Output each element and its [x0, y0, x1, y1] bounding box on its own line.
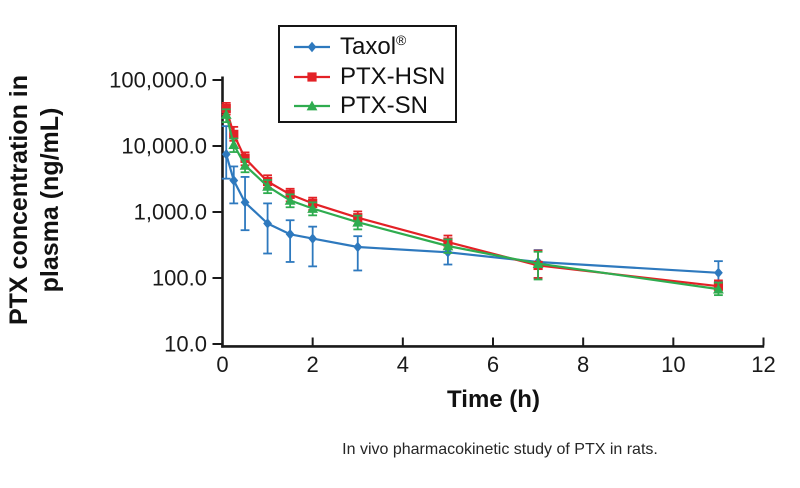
y-tick-label: 100.0	[152, 266, 207, 291]
registered-mark: ®	[396, 32, 407, 49]
marker-triangle	[306, 100, 318, 111]
plot-area: 100,000.0 10,000.0 1,000.0 100.0 10.0 0 2 4 6 8 10…	[109, 68, 776, 378]
x-tick-label: 10	[661, 352, 685, 377]
x-tick-label: 0	[216, 352, 228, 377]
marker-triangle	[442, 240, 454, 251]
marker-triangle	[228, 139, 240, 150]
y-tick-label: 10.0	[164, 332, 207, 357]
series-diamond	[221, 125, 723, 283]
marker-diamond	[240, 197, 250, 208]
x-tick-label: 2	[307, 352, 319, 377]
marker-diamond	[285, 229, 295, 240]
y-tick-label: 100,000.0	[109, 68, 207, 93]
marker-triangle	[239, 159, 251, 170]
series-line	[225, 114, 719, 291]
legend-item: PTX-SN	[293, 91, 455, 121]
marker-triangle	[284, 194, 296, 205]
legend: Taxol® PTX-HSN PTX-SN	[278, 25, 457, 123]
marker-diamond	[221, 149, 231, 160]
legend-item: PTX-HSN	[293, 62, 455, 92]
legend-label: PTX-SN	[340, 92, 429, 120]
marker-diamond	[229, 175, 239, 186]
series-line	[225, 153, 719, 274]
marker-triangle	[220, 109, 232, 119]
legend-label: Taxol®	[340, 32, 407, 61]
marker-diamond	[263, 218, 272, 229]
legend-item: Taxol®	[293, 32, 455, 62]
legend-marker-square	[294, 71, 330, 82]
x-tick-label: 12	[751, 352, 775, 377]
legend-label: PTX-HSN	[340, 62, 446, 90]
marker-triangle	[307, 203, 319, 213]
figure-caption: In vivo pharmacokinetic study of PTX in …	[342, 441, 658, 458]
marker-diamond	[308, 233, 318, 244]
marker-diamond	[353, 241, 363, 253]
series-triangle	[220, 108, 724, 297]
legend-marker-triangle	[294, 100, 330, 111]
x-tick-label: 4	[397, 352, 409, 377]
marker-triangle	[532, 258, 544, 269]
x-tick-label: 8	[577, 352, 589, 377]
marker-diamond	[307, 41, 317, 53]
y-tick-label: 1,000.0	[134, 200, 207, 225]
legend-marker-diamond	[294, 41, 330, 53]
marker-square	[229, 129, 239, 139]
marker-triangle	[352, 216, 364, 227]
series-line	[225, 108, 719, 288]
marker-triangle	[713, 283, 724, 294]
x-tick-label: 6	[487, 352, 499, 377]
x-axis-title: Time (h)	[447, 386, 540, 413]
marker-triangle	[262, 180, 273, 191]
marker-square	[307, 71, 317, 82]
y-tick-label: 10,000.0	[121, 134, 207, 159]
series-square	[221, 101, 724, 294]
marker-diamond	[714, 267, 723, 278]
